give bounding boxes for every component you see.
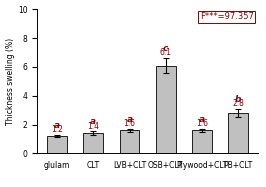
Bar (120, 130, 139, 153)
Text: 1.2: 1.2 (51, 125, 63, 134)
Y-axis label: Thickness swelling (%): Thickness swelling (%) (6, 38, 15, 125)
Text: 6.1: 6.1 (160, 48, 172, 57)
Bar (192, 130, 212, 153)
Text: c: c (163, 44, 168, 53)
Text: a: a (54, 121, 60, 130)
Text: a: a (199, 115, 205, 124)
Text: 1.4: 1.4 (88, 122, 99, 131)
Text: 1.6: 1.6 (123, 119, 136, 128)
Bar (228, 113, 248, 153)
Bar (47, 136, 67, 153)
Bar (156, 65, 176, 153)
Text: F***=97.357: F***=97.357 (200, 12, 253, 21)
Text: b: b (235, 95, 241, 104)
Text: a: a (127, 114, 133, 124)
Text: 2.8: 2.8 (232, 99, 244, 108)
Text: 1.6: 1.6 (196, 119, 208, 128)
Bar (84, 133, 103, 153)
Text: a: a (90, 117, 97, 126)
